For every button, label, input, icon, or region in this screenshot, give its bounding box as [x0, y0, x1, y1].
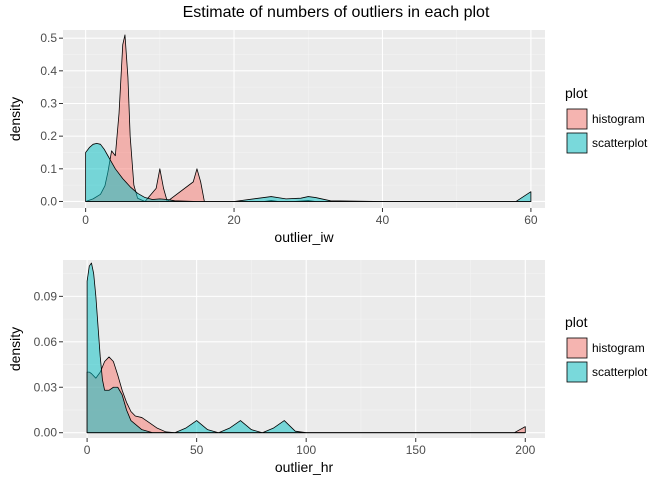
density-area-scatterplot [85, 142, 532, 202]
x-tick-label: 200 [515, 443, 535, 457]
x-tick-label: 0 [84, 443, 91, 457]
density-area-scatterplot [86, 262, 526, 434]
chart-1: 0 20 40 60 0.0 0.1 0.2 0.3 0.4 0.5 outlier_iw densi… [7, 30, 648, 245]
y-tick-label: 0.00 [34, 426, 58, 440]
x-axis-title: outlier_hr [275, 459, 334, 475]
legend-label: scatterplot [592, 365, 648, 379]
density-areas [86, 262, 526, 434]
x-tick-label: 100 [296, 443, 316, 457]
panel-background [63, 30, 545, 208]
y-tick-label: 0.1 [40, 162, 57, 176]
y-tick-label: 0.09 [34, 289, 58, 303]
x-axis-title: outlier_iw [274, 229, 334, 245]
y-tick-label: 0.4 [40, 64, 57, 78]
y-axis-title: density [7, 327, 23, 371]
legend-key-histogram [566, 108, 588, 130]
y-tick-label: 0.0 [40, 194, 57, 208]
legend-key-scatterplot [566, 132, 588, 154]
legend-label: scatterplot [592, 136, 648, 150]
legend-label: histogram [592, 341, 645, 355]
legend-key-histogram [566, 337, 588, 359]
legend-key-scatterplot [566, 361, 588, 383]
chart-title: Estimate of numbers of outliers in each … [183, 4, 490, 21]
chart-2: 0 50 100 150 200 0.00 0.03 0.06 0.09 outlier_hr de… [7, 260, 648, 475]
plots: 0 20 40 600.00.10.20.30.40.5outlier_iwdensi… [7, 30, 648, 475]
x-tick-label: 60 [524, 213, 538, 227]
y-axis-title: density [7, 97, 23, 141]
panel-background [63, 260, 545, 438]
legend-title: plot [565, 314, 588, 330]
x-tick-label: 50 [190, 443, 204, 457]
x-tick-label: 150 [406, 443, 426, 457]
y-tick-label: 0.3 [40, 96, 57, 110]
y-tick-label: 0.06 [34, 335, 58, 349]
legend-title: plot [565, 85, 588, 101]
y-tick-label: 0.5 [40, 31, 57, 45]
legend: plot histogram scatterplot [565, 85, 648, 155]
x-tick-label: 20 [227, 213, 241, 227]
legend-label: histogram [592, 112, 645, 126]
density-areas [85, 34, 532, 202]
y-tick-label: 0.03 [34, 380, 58, 394]
y-tick-label: 0.2 [40, 129, 57, 143]
x-tick-label: 40 [376, 213, 390, 227]
legend: plot histogram scatterplot [565, 314, 648, 384]
x-tick-label: 0 [82, 213, 89, 227]
